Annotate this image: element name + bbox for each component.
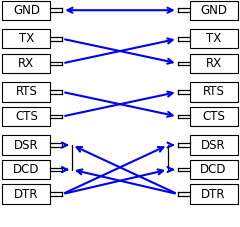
Bar: [2, 160, 50, 179]
Bar: [190, 107, 238, 126]
Text: DSR: DSR: [201, 138, 226, 152]
Bar: [2, 54, 50, 73]
Text: DSR: DSR: [14, 138, 39, 152]
Bar: [190, 29, 238, 49]
Bar: [190, 54, 238, 73]
Bar: [2, 29, 50, 49]
Text: CTS: CTS: [202, 110, 225, 123]
Bar: [190, 1, 238, 20]
Bar: [2, 184, 50, 204]
Text: DTR: DTR: [201, 188, 226, 201]
Text: GND: GND: [13, 4, 40, 17]
Text: DCD: DCD: [200, 163, 227, 176]
Text: RTS: RTS: [15, 85, 37, 99]
Text: GND: GND: [200, 4, 227, 17]
Text: RX: RX: [205, 57, 222, 70]
Text: TX: TX: [19, 32, 34, 45]
Bar: [2, 82, 50, 101]
Bar: [190, 160, 238, 179]
Bar: [190, 184, 238, 204]
Text: CTS: CTS: [15, 110, 38, 123]
Text: TX: TX: [206, 32, 221, 45]
Text: RX: RX: [18, 57, 35, 70]
Bar: [2, 1, 50, 20]
Text: DCD: DCD: [13, 163, 40, 176]
Text: DTR: DTR: [14, 188, 39, 201]
Bar: [2, 107, 50, 126]
Bar: [2, 135, 50, 155]
Bar: [190, 82, 238, 101]
Bar: [190, 135, 238, 155]
Text: RTS: RTS: [203, 85, 225, 99]
